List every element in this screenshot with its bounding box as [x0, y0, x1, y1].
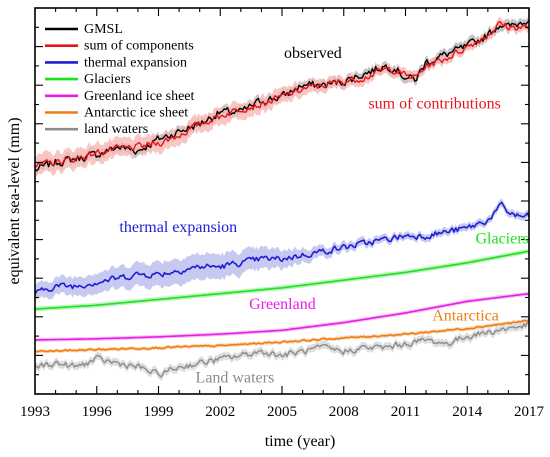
legend-label: Antarctic ice sheet — [84, 106, 188, 121]
annotation-label: Greenland — [249, 296, 316, 313]
x-tick-labels: 1993 1996 1999 2002 2005 2008 2011 2014 2017 — [20, 404, 545, 420]
annotation-label: sum of contributions — [368, 95, 500, 112]
axis-ticks — [34, 7, 530, 395]
gmsl-line — [35, 20, 529, 172]
legend-label: sum of components — [84, 39, 194, 54]
x-tick-label: 2002 — [205, 404, 235, 420]
glaciers-uncertainty-band — [35, 248, 529, 312]
legend-label: thermal expansion — [84, 55, 187, 70]
series-annotations: observed sum of contributions thermal expa… — [119, 45, 528, 386]
x-tick-label: 2005 — [267, 404, 297, 420]
legend-label: GMSL — [84, 22, 123, 37]
x-tick-label: 2008 — [329, 404, 359, 420]
land-line — [35, 321, 529, 378]
annotation-label: Antarctica — [432, 308, 499, 325]
uncertainty-bands — [35, 15, 529, 381]
annotation-label: thermal expansion — [119, 219, 237, 236]
sum-line — [35, 20, 529, 169]
x-tick-label: 2014 — [452, 404, 483, 420]
x-tick-label: 1999 — [144, 404, 174, 420]
thermal-line — [35, 201, 529, 295]
legend-label: Greenland ice sheet — [84, 89, 194, 104]
legend-label: Glaciers — [84, 72, 131, 87]
x-tick-label: 2017 — [514, 404, 545, 420]
greenland-uncertainty-band — [35, 291, 529, 342]
x-tick-label: 2011 — [391, 404, 420, 420]
annotation-label: Glaciers — [475, 230, 528, 247]
legend-label: land waters — [84, 122, 148, 137]
x-tick-label: 1996 — [82, 404, 113, 420]
greenland-line — [35, 292, 529, 341]
antarctic-line — [35, 319, 529, 353]
x-axis-label: time (year) — [265, 433, 336, 450]
series-lines — [35, 20, 529, 378]
annotation-label: observed — [284, 45, 342, 62]
thermal-uncertainty-band — [35, 198, 529, 303]
y-axis-label: equivalent sea-level (mm) — [6, 117, 23, 284]
glaciers-line — [35, 250, 529, 310]
x-tick-label: 1993 — [20, 404, 50, 420]
annotation-label: Land waters — [196, 369, 275, 386]
